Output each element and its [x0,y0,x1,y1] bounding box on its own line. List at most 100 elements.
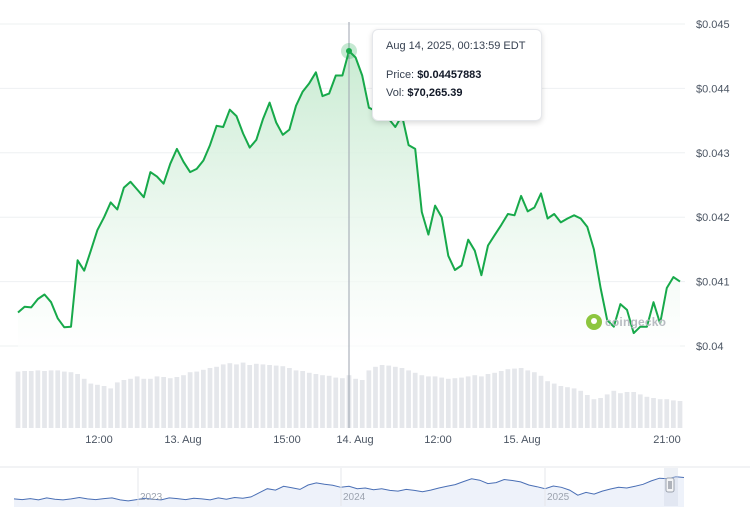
volume-bar [512,368,517,428]
navigator-line [13,476,685,502]
volume-bar [452,378,458,428]
coingecko-watermark: coingecko [586,313,666,331]
crosshair [341,22,357,428]
x-tick-label: 12:00 [85,434,113,446]
volume-bar [492,372,497,428]
navigator-tick-label: 2024 [343,492,366,503]
volume-bar [68,372,74,428]
volume-bar [340,378,345,428]
volume-bar [187,372,193,428]
volume-bar [214,366,219,428]
volume-bar [565,387,570,428]
volume-bar [532,372,537,428]
volume-bar [439,377,445,428]
volume-bar [373,366,378,428]
volume-bar [95,384,100,428]
volume-bar [505,369,511,428]
tooltip-vol-value: $70,265.39 [407,87,463,99]
volume-bar [651,398,656,428]
tooltip-date: Aug 14, 2025, 00:13:59 EDT [386,40,526,52]
volume-bar [88,383,94,428]
volume-bar [644,396,650,428]
volume-bar [525,370,531,428]
volume-bar [412,372,418,428]
volume-bar [114,382,120,428]
volume-bar [161,377,166,428]
volume-bar [253,363,259,428]
volume-bar [81,378,87,428]
gecko-logo-icon [586,314,602,330]
volume-bar [584,395,590,428]
volume-bar [55,370,61,428]
volume-bar [121,380,127,428]
volume-bar [234,364,239,428]
volume-bar [15,371,21,428]
volume-bar [273,365,279,428]
volume-bar [35,370,41,428]
volume-bar [293,370,299,428]
y-tick-label: $0.04 [696,341,724,353]
volume-bar [578,390,584,428]
navigator[interactable]: 2023 2024 2025 [0,466,750,507]
tooltip-price-label: Price: [386,69,415,81]
volume-bar [181,375,186,428]
y-tick-label: $0.043 [696,148,730,160]
volume-bar [445,378,451,428]
volume-bar [320,375,325,428]
volume-bar [472,375,478,428]
volume-bar [485,374,491,428]
volume-bar [287,368,292,428]
volume-bar [359,380,365,428]
volume-bar [637,394,643,428]
tooltip-vol-label: Vol: [386,87,405,99]
volume-bar [42,371,47,428]
hover-point [346,48,352,55]
volume-bar [558,386,564,428]
y-tick-label: $0.041 [696,277,730,289]
volume-bar [545,381,550,428]
volume-bar [538,375,544,428]
volume-bar [664,399,670,428]
volume-bar [108,388,114,428]
tooltip-price-row: Price: $0.04457883 [386,69,541,81]
volume-bar [392,366,398,428]
volume-bar [280,366,286,428]
volume-bar [75,374,80,428]
volume-bar [101,386,107,428]
volume-bar [300,371,306,428]
volume-bar [306,372,312,428]
volume-bar [631,392,637,428]
volume-bar [167,378,173,428]
volume-bar [247,365,253,428]
volume-bar [128,378,133,428]
volume-bar [313,374,319,428]
volume-bar [194,371,200,428]
volume-bar [267,365,272,428]
volume-bar [459,377,464,428]
x-tick-label: 13. Aug [164,434,201,446]
volume-bar [551,383,557,428]
volume-bar [61,371,67,428]
volume-bar [399,368,405,428]
volume-bar [379,365,385,428]
y-tick-label: $0.042 [696,212,730,224]
volume-bar [624,392,630,428]
volume-bar [618,393,623,428]
x-tick-label: 12:00 [424,434,452,446]
volume-bar [479,376,484,428]
volume-bar [518,368,524,428]
volume-bar [353,378,358,428]
volume-bar [174,377,180,428]
volume-bar [28,371,34,428]
tooltip-vol-row: Vol: $70,265.39 [386,87,541,99]
volume-bar [260,364,266,428]
volume-bar [22,371,27,428]
volume-bar [406,370,411,428]
volume-bar [598,398,603,428]
volume-bar [498,371,504,428]
volume-bar [227,363,233,428]
navigator-handle-icon[interactable] [665,477,675,493]
volume-bar [141,378,147,428]
volume-bar [333,377,339,428]
